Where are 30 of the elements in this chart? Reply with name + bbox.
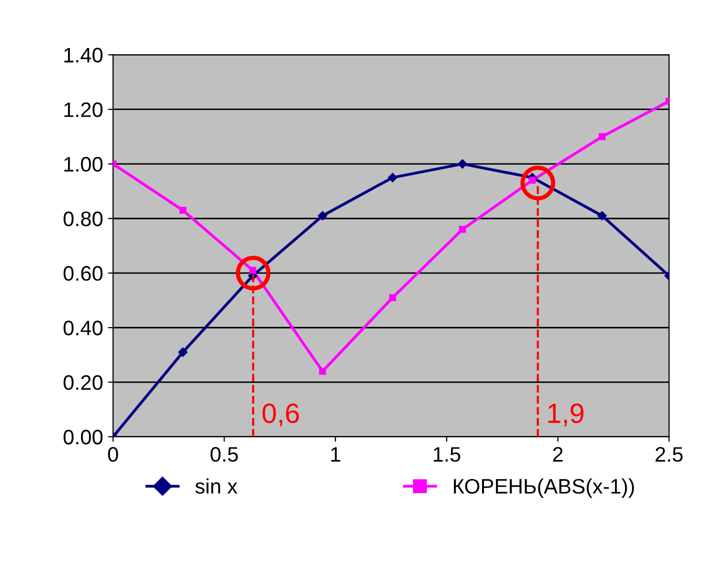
point (388, 172, 398, 182)
legend-label: КОРЕНЬ(ABS(x-1)) (454, 478, 634, 498)
y-tick-label: 0.60 (64, 266, 103, 281)
y-tick-label: 0.40 (64, 320, 103, 336)
y-tick-label: 1.40 (64, 48, 103, 63)
point (178, 348, 188, 357)
point (249, 266, 256, 274)
point (389, 294, 396, 302)
x-tick-label: 2 (553, 447, 563, 462)
point (319, 368, 326, 375)
x-tick-label: 1 (331, 447, 340, 462)
point (598, 133, 606, 140)
x-tick-label: 0.5 (210, 447, 238, 462)
legend-label: sin x (195, 478, 238, 494)
point (179, 206, 186, 214)
x-tick-label: 0 (108, 447, 118, 462)
annotation: 0,6 (262, 403, 299, 426)
x-tick-label: 2.5 (656, 447, 683, 462)
point (458, 159, 468, 169)
point (318, 211, 328, 220)
y-tick-label: 0.00 (64, 430, 103, 444)
y-tick-label: 1.20 (64, 102, 103, 118)
y-tick-label: 0.80 (64, 211, 103, 226)
point (597, 211, 607, 220)
y-tick-label: 1.00 (64, 156, 103, 172)
point (458, 226, 466, 233)
y-tick-label: 0.20 (64, 375, 103, 390)
annotation: 1,9 (548, 403, 584, 426)
point (528, 176, 536, 184)
x-tick-label: 1.5 (434, 447, 460, 462)
